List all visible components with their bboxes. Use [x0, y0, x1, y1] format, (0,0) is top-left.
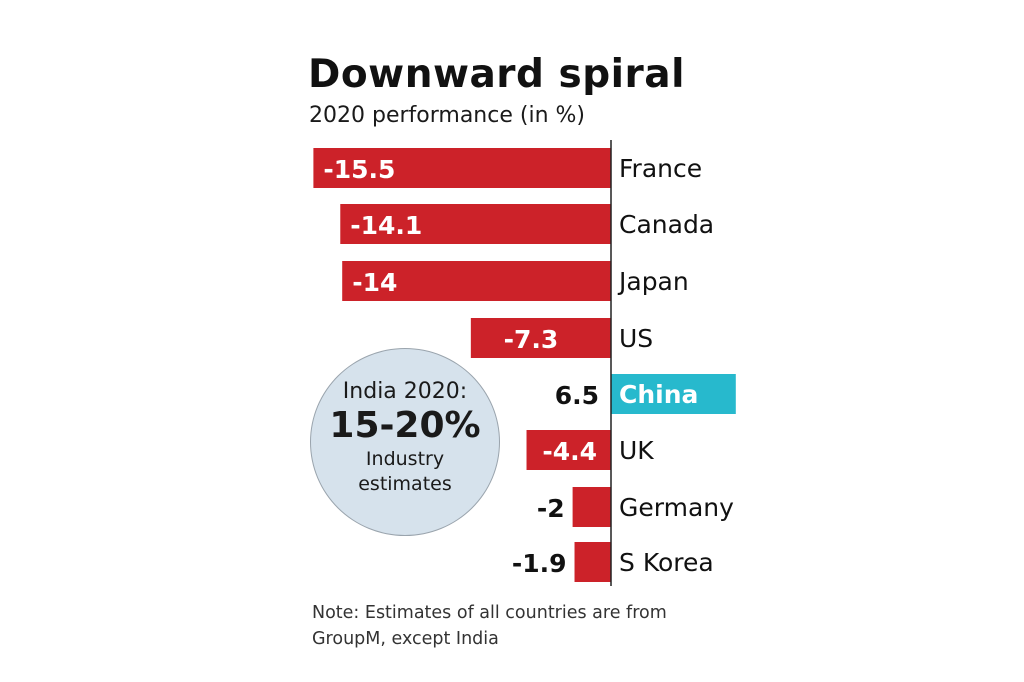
india-estimate-bubble: India 2020: 15-20% Industry estimates	[310, 348, 500, 536]
bar-us	[470, 318, 611, 358]
category-label: S Korea	[619, 548, 714, 577]
india-source-line2: estimates	[358, 473, 452, 495]
india-label: India 2020:	[342, 379, 468, 404]
chart-title: Downward spiral	[308, 52, 685, 97]
category-label: China	[619, 380, 698, 409]
category-label: US	[619, 324, 653, 353]
chart-subtitle: 2020 performance (in %)	[309, 103, 585, 128]
value-label: -1.9	[512, 549, 567, 578]
bar-s-korea	[574, 542, 611, 582]
category-label: France	[619, 154, 702, 183]
bar-germany	[572, 487, 611, 527]
india-value: 15-20%	[329, 405, 481, 446]
bar-uk	[526, 430, 611, 470]
value-label: -4.4	[542, 437, 597, 466]
value-label: 6.5	[555, 381, 599, 410]
value-label: -2	[537, 494, 565, 523]
category-label: Japan	[617, 267, 689, 296]
bar-canada	[340, 204, 611, 244]
value-label: -7.3	[504, 325, 559, 354]
india-source-line1: Industry	[365, 448, 445, 470]
value-label: -14	[352, 268, 397, 297]
category-label: Germany	[619, 493, 734, 522]
bar-france	[313, 148, 611, 188]
category-label: UK	[619, 436, 654, 465]
bar-japan	[342, 261, 611, 301]
chart-note: Note: Estimates of all countries are fro…	[312, 603, 667, 649]
value-label: -14.1	[350, 211, 422, 240]
category-label: Canada	[619, 210, 714, 239]
value-label: -15.5	[323, 155, 395, 184]
bar-china	[611, 374, 736, 414]
